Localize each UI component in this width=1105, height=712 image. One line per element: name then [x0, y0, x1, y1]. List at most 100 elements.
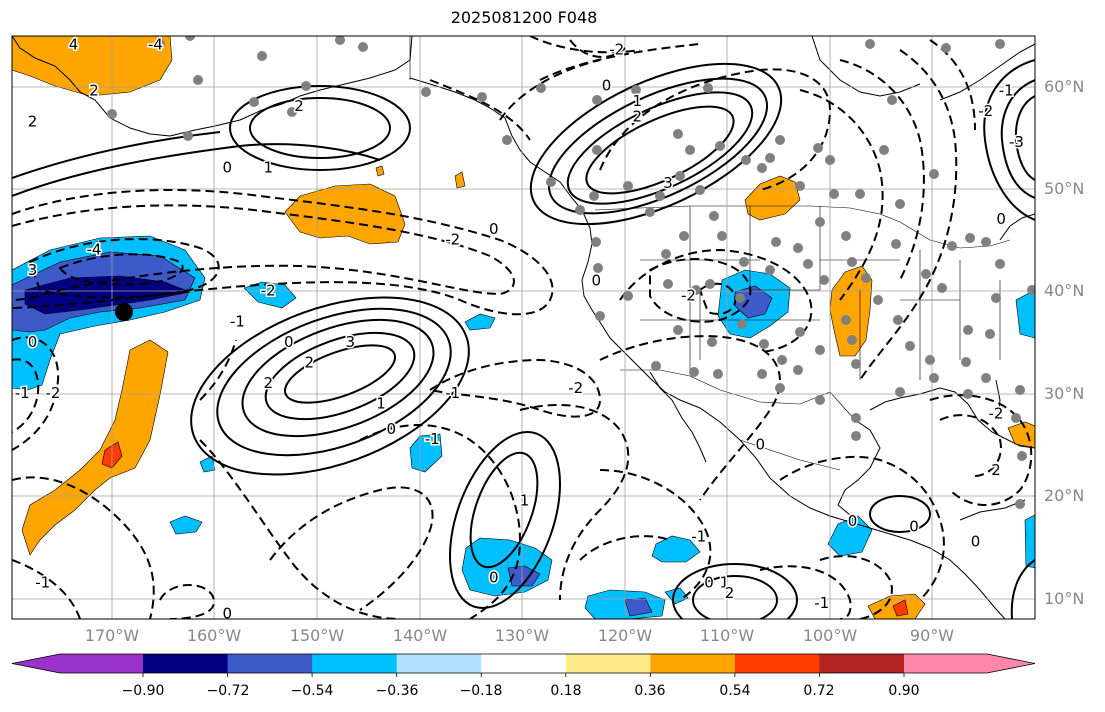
- colorbar-tick-label: 0.90: [888, 683, 920, 699]
- colorbar: [11, 653, 1036, 677]
- contour-label: 1: [376, 394, 386, 412]
- contour-label: 0: [909, 517, 919, 535]
- contour-label: 2: [304, 353, 314, 371]
- negative-anomaly-region: [24, 275, 192, 315]
- lat-label-50: 50°N: [1044, 179, 1085, 198]
- lon-label-90w: 90°W: [909, 626, 955, 645]
- contours-positive: [12, 59, 1035, 619]
- colorbar-segment: [650, 654, 736, 673]
- colorbar-tick-label: 0.36: [634, 683, 666, 699]
- contour-label: 0: [489, 569, 499, 587]
- contour-label: -1: [230, 312, 245, 330]
- contour-label: -2: [989, 405, 1004, 423]
- contour-label: 0: [755, 435, 765, 453]
- colorbar-segment: [60, 654, 143, 673]
- contour-label: 0: [28, 333, 38, 351]
- colorbar-tick-label: 0.54: [719, 683, 751, 699]
- contour-label: -1: [999, 82, 1014, 100]
- contour-label: 0: [366, 620, 376, 638]
- lon-label-100w: 100°W: [802, 626, 858, 645]
- contour-label: 1: [632, 92, 642, 110]
- colorbar-segment: [904, 654, 987, 673]
- contour-label: 0: [848, 512, 858, 530]
- contours-negative: [12, 36, 1033, 619]
- contour-label: 2: [725, 584, 735, 602]
- lon-label-160w: 160°W: [186, 626, 242, 645]
- contour-label: -1: [425, 430, 440, 448]
- contour-label: 0: [222, 604, 232, 622]
- colorbar-segment: [819, 654, 905, 673]
- colorbar-tick-label: −0.36: [375, 683, 419, 699]
- lat-label-60: 60°N: [1044, 77, 1085, 96]
- contour-label: -2: [261, 282, 276, 300]
- contour-label: -4: [148, 36, 163, 54]
- contour-label: 1: [720, 574, 730, 592]
- colorbar-tick-label: 0.18: [550, 683, 582, 699]
- lat-label-20: 20°N: [1044, 486, 1085, 505]
- colorbar-extension-low: [12, 654, 60, 673]
- location-marker: [115, 303, 133, 321]
- map-title: 2025081200 F048: [450, 8, 598, 27]
- contour-label: 3: [345, 333, 355, 351]
- contour-label: 3: [28, 261, 38, 279]
- contour-label: 1: [263, 159, 273, 177]
- lon-label-120w: 120°W: [597, 626, 653, 645]
- contour-label: 0: [222, 159, 232, 177]
- contour-label: 0: [386, 420, 396, 438]
- colorbar-tick-label: −0.54: [290, 683, 334, 699]
- lon-label-110w: 110°W: [699, 626, 755, 645]
- contour-label: 1: [520, 492, 530, 510]
- map-frame: [11, 35, 1036, 620]
- contour-label: -2: [978, 102, 993, 120]
- contour-label: 2: [89, 82, 99, 100]
- lat-label-40: 40°N: [1044, 281, 1085, 300]
- lon-label-140w: 140°W: [392, 626, 448, 645]
- contour-label: -2: [445, 230, 460, 248]
- colorbar-segment: [734, 654, 820, 673]
- colorbar-outline: [11, 653, 1036, 674]
- gridlines: [12, 36, 1035, 619]
- contour-label: 2: [294, 97, 304, 115]
- contour-label: 0: [602, 77, 612, 95]
- contour-label: 2: [263, 374, 273, 392]
- colorbar-segment: [227, 654, 313, 673]
- contour-label: -4: [87, 241, 102, 259]
- colorbar-tick-label: −0.18: [459, 683, 503, 699]
- lon-label-150w: 150°W: [289, 626, 345, 645]
- colorbar-segment: [396, 654, 482, 673]
- contour-label: 3: [663, 174, 673, 192]
- contour-label: 0: [704, 574, 714, 592]
- lat-label-10: 10°N: [1044, 589, 1085, 608]
- contour-label: 2: [28, 112, 38, 130]
- contour-label: 0: [284, 333, 294, 351]
- station-markers: [107, 36, 1035, 509]
- contour-label: -1: [15, 384, 30, 402]
- lon-label-170w: 170°W: [84, 626, 140, 645]
- contour-label: -2: [46, 384, 61, 402]
- colorbar-tick-label: −0.72: [206, 683, 250, 699]
- contour-label: -2: [568, 379, 583, 397]
- contour-label: -2: [681, 287, 696, 305]
- colorbar-extension-high: [987, 654, 1035, 673]
- contour-label: 0: [996, 210, 1006, 228]
- colorbar-segment: [312, 654, 398, 673]
- contour-label: -3: [1009, 133, 1024, 151]
- colorbar-segment: [481, 654, 567, 673]
- contour-label: -1: [445, 384, 460, 402]
- lon-label-130w: 130°W: [494, 626, 550, 645]
- contour-label: 0: [489, 220, 499, 238]
- contour-label: 4: [69, 36, 79, 54]
- contour-label: 0: [971, 533, 981, 551]
- contour-label: -2: [609, 41, 624, 59]
- contour-label: -1: [691, 528, 706, 546]
- colorbar-tick-label: −0.90: [121, 683, 165, 699]
- contour-label: -1: [35, 574, 50, 592]
- contour-label: 2: [632, 107, 642, 125]
- colorbar-segment: [143, 654, 229, 673]
- contour-label: 2: [991, 461, 1001, 479]
- lat-label-30: 30°N: [1044, 384, 1085, 403]
- contour-label: -1: [814, 594, 829, 612]
